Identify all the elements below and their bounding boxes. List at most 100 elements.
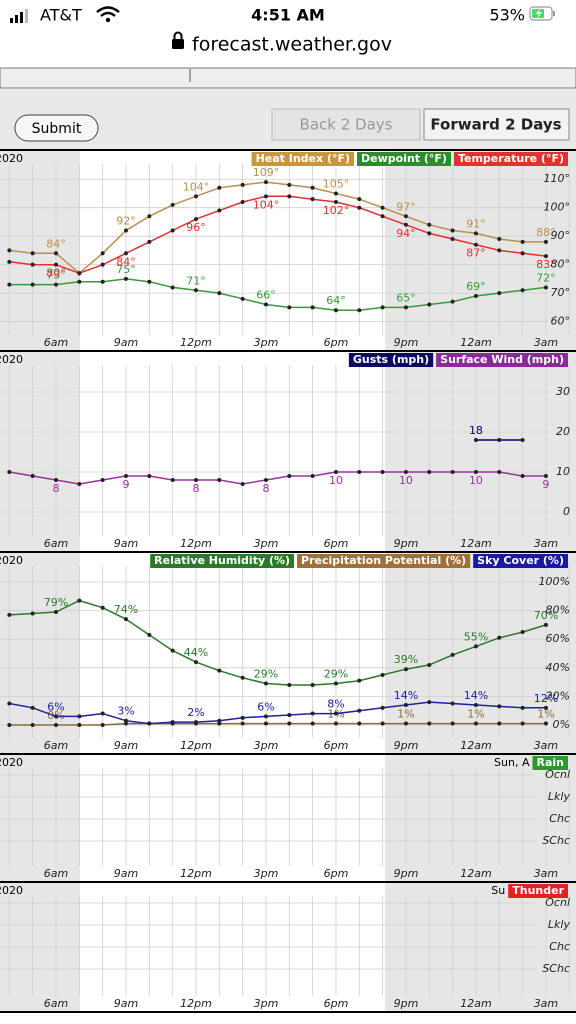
legend-swatch	[508, 884, 568, 898]
data-point	[497, 635, 502, 640]
data-point	[217, 718, 222, 723]
x-tick-label: 9am	[114, 997, 138, 1010]
x-tick-label: 3pm	[254, 336, 279, 349]
data-point	[473, 242, 478, 247]
data-point	[77, 714, 82, 719]
x-tick-label: 12pm	[180, 867, 212, 880]
y-tick-label: 0%	[553, 718, 570, 731]
legend-label: Thunder	[512, 884, 564, 897]
data-point	[357, 197, 362, 202]
value-label: 88°	[536, 226, 556, 239]
x-tick-label: 3am	[534, 739, 558, 752]
url[interactable]: forecast.weather.gov	[192, 34, 392, 56]
data-point	[54, 262, 58, 267]
data-point	[240, 715, 245, 720]
data-point	[263, 721, 268, 726]
legend-swatch	[436, 353, 568, 367]
legend-swatch	[357, 152, 451, 166]
data-point	[357, 678, 362, 683]
data-point	[520, 474, 525, 478]
data-point	[77, 279, 82, 284]
data-point	[310, 305, 315, 310]
data-point	[7, 470, 12, 474]
x-tick-label: 9am	[114, 739, 138, 752]
value-label: 91°	[466, 217, 486, 230]
data-point	[333, 681, 338, 686]
forward-label[interactable]: Forward 2 Days	[430, 116, 561, 134]
data-point	[287, 721, 292, 726]
night-shade	[385, 552, 576, 754]
data-point	[403, 667, 408, 672]
data-point	[427, 662, 432, 667]
x-tick-label: 6am	[44, 867, 68, 880]
data-point	[30, 474, 35, 478]
data-point	[450, 237, 455, 242]
y-tick-label: 40%	[546, 661, 570, 674]
x-tick-label: 3am	[534, 537, 558, 550]
data-point	[54, 251, 58, 256]
data-point	[450, 701, 455, 706]
data-point	[427, 302, 432, 307]
data-point	[217, 291, 222, 296]
forward-button[interactable]: Forward 2 Days	[423, 108, 570, 141]
night-shade	[0, 351, 80, 552]
data-point	[380, 672, 385, 677]
y-tick-label: 70°	[551, 286, 571, 299]
data-point	[497, 470, 502, 474]
data-point	[287, 305, 292, 310]
data-point	[310, 474, 315, 478]
y-tick-label: 80%	[546, 604, 570, 617]
submit-button[interactable]: Submit	[14, 114, 99, 142]
x-tick-label: 9pm	[394, 336, 419, 349]
data-point	[403, 702, 408, 707]
value-label: 8	[53, 482, 60, 495]
data-point	[520, 630, 525, 635]
year-label: 2020	[0, 353, 23, 366]
submit-label[interactable]: Submit	[32, 121, 82, 137]
data-point	[473, 231, 478, 236]
x-tick-label: 12am	[460, 537, 491, 550]
data-point	[543, 254, 548, 259]
data-point	[380, 470, 385, 474]
data-point	[7, 259, 12, 264]
data-point	[100, 711, 105, 716]
data-point	[30, 611, 35, 616]
data-point	[123, 276, 128, 281]
data-point	[123, 251, 128, 256]
value-label: 105°	[323, 177, 350, 190]
y-tick-label: 110°	[544, 172, 571, 185]
data-point	[100, 605, 105, 610]
data-point	[380, 721, 385, 726]
back-button[interactable]: Back 2 Days	[271, 108, 421, 141]
data-point	[310, 682, 315, 687]
data-point	[543, 239, 548, 244]
battery-level: 53%	[489, 6, 525, 25]
legend-swatch	[473, 554, 568, 568]
data-point	[287, 474, 292, 478]
data-point	[123, 617, 128, 622]
data-point	[450, 299, 455, 304]
data-point	[170, 648, 175, 653]
day-header: Su	[491, 884, 505, 897]
data-point	[380, 205, 385, 210]
address-bar[interactable]: forecast.weather.gov	[172, 31, 392, 56]
x-tick-label: 3am	[534, 336, 558, 349]
value-label: 80°	[46, 267, 66, 280]
data-point	[7, 722, 12, 727]
value-label: 84°	[116, 255, 136, 268]
back-label[interactable]: Back 2 Days	[300, 116, 393, 134]
data-point	[333, 711, 338, 716]
x-tick-label: 12am	[460, 336, 491, 349]
data-point	[333, 308, 338, 313]
value-label: 104°	[253, 198, 280, 211]
data-point	[147, 214, 152, 219]
legend-label: Temperature (°F)	[458, 152, 564, 165]
data-point	[287, 712, 292, 717]
value-label: 65°	[396, 291, 416, 304]
year-label: 2020	[0, 554, 23, 567]
value-label: 84°	[46, 237, 66, 250]
data-point	[77, 271, 82, 276]
data-point	[147, 239, 152, 244]
x-tick-label: 6pm	[324, 336, 349, 349]
legend-swatch	[453, 152, 568, 166]
